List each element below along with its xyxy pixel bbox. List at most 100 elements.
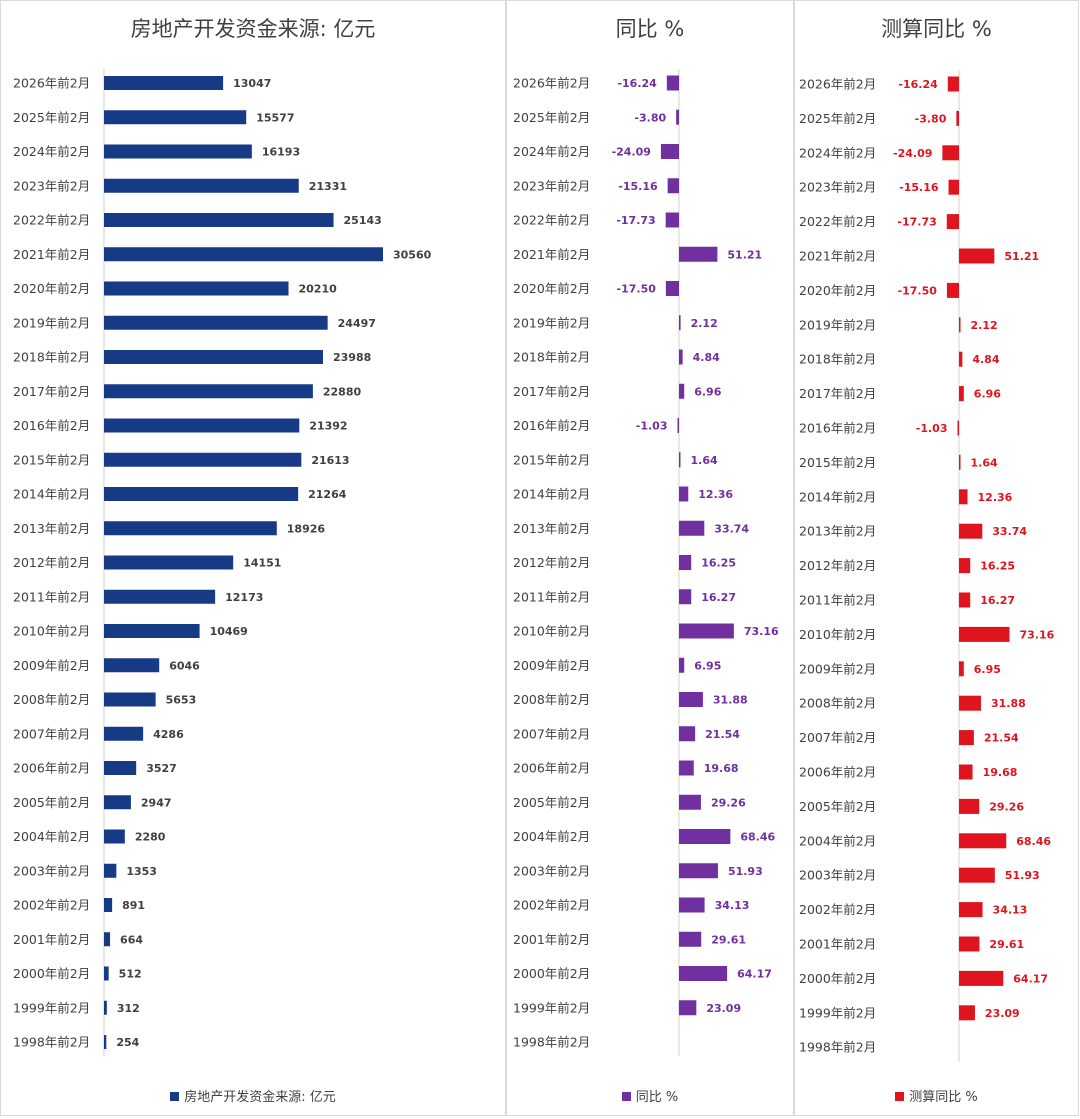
category-tick-label: 2024年前2月	[799, 145, 876, 160]
estimated-yoy-chart-panel: 测算同比 % 2026年前2月 -16.24 2025年前2月 -3.80 2024年前…	[794, 0, 1079, 1116]
category-tick-label: 2007年前2月	[513, 726, 590, 741]
data-label: -15.16	[899, 181, 939, 194]
category-tick-label: 2017年前2月	[513, 384, 590, 399]
bar	[959, 1005, 975, 1021]
bar	[104, 726, 144, 741]
bar	[956, 110, 959, 126]
bar	[679, 657, 685, 673]
bar	[104, 1000, 107, 1015]
yoy-chart-panel: 同比 % 2026年前2月 -16.24 2025年前2月 -3.80 2024年前2月…	[506, 0, 794, 1116]
category-tick-label: 2004年前2月	[13, 829, 90, 844]
category-tick-label: 2016年前2月	[799, 421, 876, 436]
category-tick-label: 2009年前2月	[513, 658, 590, 673]
category-tick-label: 2016年前2月	[13, 418, 90, 433]
estimated-yoy-chart: 2026年前2月 -16.24 2025年前2月 -3.80 2024年前2月 -24.0…	[799, 70, 1055, 1062]
data-label: 68.46	[740, 831, 775, 844]
bar	[104, 178, 299, 193]
category-tick-label: 2018年前2月	[13, 350, 90, 365]
bar	[947, 76, 959, 92]
data-label: 68.46	[1016, 835, 1051, 848]
bar	[104, 795, 131, 810]
bar	[679, 555, 692, 570]
category-tick-label: 2010年前2月	[13, 624, 90, 639]
legend-swatch	[621, 1092, 631, 1101]
bar	[679, 931, 702, 947]
data-label: 2280	[135, 831, 166, 844]
category-tick-label: 2004年前2月	[799, 833, 876, 848]
category-tick-label: 1999年前2月	[799, 1005, 876, 1020]
category-tick-label: 2005年前2月	[13, 795, 90, 810]
data-label: -3.80	[915, 112, 947, 125]
category-tick-label: 2025年前2月	[799, 111, 876, 126]
data-label: -1.03	[916, 422, 948, 435]
category-tick-label: 2000年前2月	[799, 971, 876, 986]
bar	[679, 726, 696, 742]
category-tick-label: 2018年前2月	[799, 352, 876, 367]
data-label: -15.16	[618, 180, 658, 193]
data-label: 6.95	[694, 659, 721, 672]
category-tick-label: 2023年前2月	[799, 180, 876, 195]
category-tick-label: 2002年前2月	[513, 898, 590, 913]
bar	[104, 281, 289, 296]
bar	[959, 454, 961, 470]
bar	[104, 521, 277, 536]
data-label: 64.17	[737, 968, 772, 981]
data-label: -17.73	[616, 214, 655, 227]
category-tick-label: 2008年前2月	[513, 692, 590, 707]
category-tick-label: 2005年前2月	[513, 795, 590, 810]
data-label: 21264	[308, 488, 347, 501]
category-tick-label: 2020年前2月	[799, 283, 876, 298]
legend-label: 同比 %	[635, 1090, 679, 1105]
data-label: 19.68	[983, 766, 1018, 779]
data-label: 512	[119, 968, 142, 981]
data-label: 6046	[169, 659, 200, 672]
bar	[104, 315, 328, 330]
bar	[104, 863, 117, 878]
bar	[104, 110, 247, 125]
data-label: 1.64	[971, 456, 998, 469]
data-label: 14151	[243, 557, 281, 570]
category-tick-label: 2005年前2月	[799, 799, 876, 814]
category-tick-label: 2012年前2月	[13, 555, 90, 570]
bar	[679, 383, 685, 399]
data-label: 16.25	[980, 560, 1015, 573]
bar	[959, 386, 964, 402]
bar	[104, 829, 125, 844]
bar	[104, 247, 383, 262]
data-label: -3.80	[634, 111, 666, 124]
category-tick-label: 1998年前2月	[13, 1035, 90, 1050]
data-label: 5653	[166, 694, 197, 707]
bar	[104, 350, 324, 364]
bar	[679, 623, 734, 639]
data-label: 23.09	[706, 1002, 741, 1015]
category-tick-label: 2011年前2月	[513, 589, 590, 604]
data-label: 51.21	[727, 248, 762, 261]
category-tick-label: 2025年前2月	[513, 110, 590, 125]
data-label: 12.36	[978, 491, 1013, 504]
category-tick-label: 2020年前2月	[513, 281, 590, 296]
data-label: -17.50	[617, 283, 657, 296]
category-tick-label: 2014年前2月	[513, 487, 590, 502]
category-tick-label: 2022年前2月	[513, 213, 590, 228]
category-tick-label: 1999年前2月	[13, 1000, 90, 1015]
category-tick-label: 2008年前2月	[799, 696, 876, 711]
bar	[679, 246, 718, 262]
bar	[679, 452, 681, 468]
data-label: 16193	[262, 146, 300, 159]
data-label: 12.36	[698, 488, 733, 501]
category-tick-label: 2021年前2月	[799, 249, 876, 264]
category-tick-label: 2018年前2月	[513, 350, 590, 365]
data-label: 19.68	[704, 762, 739, 775]
category-tick-label: 2009年前2月	[13, 658, 90, 673]
data-label: 31.88	[991, 697, 1026, 710]
data-label: 73.16	[1019, 628, 1054, 641]
category-tick-label: 2024年前2月	[513, 144, 590, 159]
data-label: 15577	[256, 111, 294, 124]
data-label: 6.95	[974, 663, 1001, 676]
bar	[104, 487, 299, 501]
data-label: 6.96	[694, 385, 721, 398]
data-label: 29.26	[711, 796, 746, 809]
category-tick-label: 2023年前2月	[13, 178, 90, 193]
category-tick-label: 2014年前2月	[13, 487, 90, 502]
bar	[679, 589, 692, 605]
